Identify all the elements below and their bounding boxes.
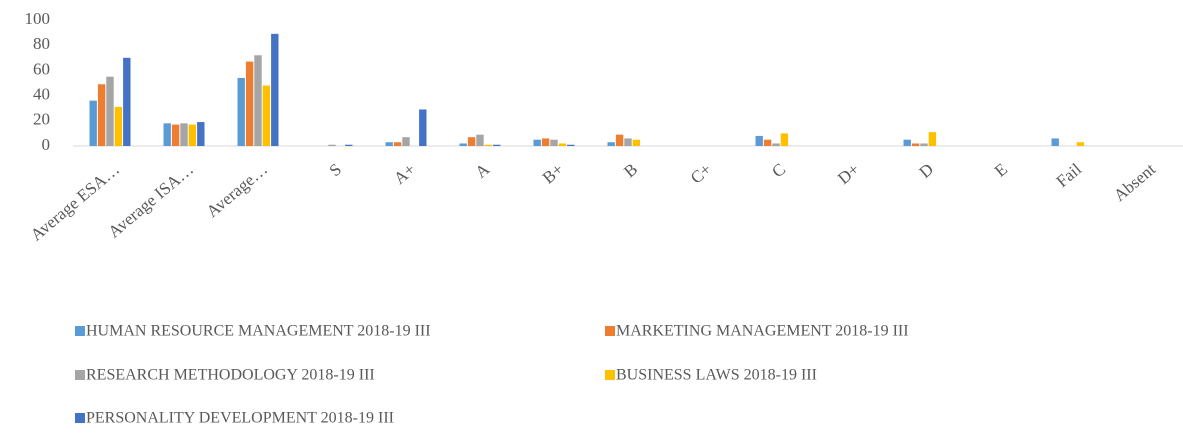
bar (755, 135, 763, 146)
bar (328, 144, 336, 146)
x-tick-label: B+ (539, 160, 567, 188)
bar (262, 85, 271, 146)
bar (163, 123, 171, 146)
bar (245, 61, 254, 146)
bar (237, 77, 245, 146)
legend-label: BUSINESS LAWS 2018-19 III (616, 367, 817, 384)
bar (911, 143, 920, 146)
y-tick-label: 100 (25, 9, 51, 28)
bar (171, 124, 180, 146)
bar (567, 144, 575, 146)
bar (541, 138, 550, 146)
bar (550, 139, 558, 146)
legend-label: RESEARCH METHODOLOGY 2018-19 III (86, 367, 375, 384)
y-tick-label: 80 (33, 34, 50, 53)
bar (402, 137, 410, 146)
bar (624, 138, 632, 146)
bar (385, 142, 393, 146)
bar (493, 144, 501, 146)
bar (393, 142, 402, 146)
legend-swatch (605, 370, 615, 380)
bar (345, 144, 353, 146)
bar (615, 134, 624, 146)
bar (484, 144, 493, 146)
legend-label: MARKETING MANAGEMENT 2018-19 III (616, 323, 909, 340)
x-tick-label: A+ (390, 160, 419, 189)
bar (607, 142, 615, 146)
bar (254, 55, 262, 146)
x-tick-label: Average… (203, 160, 271, 222)
bar (89, 100, 97, 146)
bar (558, 143, 567, 146)
bar (114, 106, 123, 146)
bar (459, 143, 467, 146)
bar (920, 143, 928, 146)
legend-label: PERSONALITY DEVELOPMENT 2018-19 III (86, 410, 394, 427)
legend-swatch (605, 326, 615, 336)
y-tick-label: 40 (33, 85, 50, 104)
x-tick-label: S (326, 160, 345, 181)
x-tick-label: E (991, 160, 1011, 181)
bar (632, 139, 641, 146)
legend-swatch (75, 413, 85, 423)
bar (928, 132, 937, 146)
bar (467, 137, 476, 146)
bar (106, 76, 114, 146)
bar (97, 84, 106, 146)
bar (772, 143, 780, 146)
x-tick-label: Absent (1110, 159, 1159, 205)
bar (271, 33, 279, 146)
y-tick-label: 20 (33, 110, 50, 129)
x-tick-label: Fail (1053, 159, 1086, 191)
bar (476, 134, 484, 146)
bar (180, 123, 188, 146)
y-tick-label: 0 (42, 135, 51, 154)
bar (197, 122, 205, 146)
legend-label: HUMAN RESOURCE MANAGEMENT 2018-19 III (86, 323, 431, 340)
legend: HUMAN RESOURCE MANAGEMENT 2018-19 III MAR… (75, 323, 909, 427)
bar (123, 57, 131, 146)
x-tick-label: C+ (687, 160, 715, 188)
legend-swatch (75, 370, 85, 380)
bar (1051, 138, 1059, 146)
x-tick-label: D (915, 160, 937, 182)
x-tick-label: A (471, 159, 493, 182)
x-tick-label: B (620, 160, 641, 182)
bar (763, 139, 772, 146)
bar (1076, 142, 1085, 146)
bar (419, 109, 427, 146)
bar (780, 133, 789, 146)
x-tick-label: C (768, 160, 789, 182)
x-tick-label: D+ (834, 160, 863, 189)
bar (188, 124, 197, 146)
bar (903, 139, 911, 146)
bar (533, 139, 541, 146)
y-tick-label: 60 (33, 59, 50, 78)
legend-swatch (75, 326, 85, 336)
